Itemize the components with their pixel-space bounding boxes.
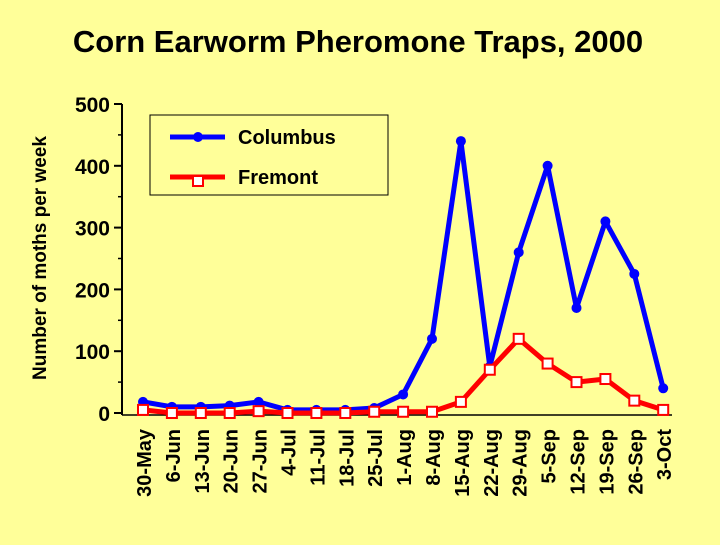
data-point — [281, 407, 294, 419]
y-tick-label: 200 — [75, 279, 110, 302]
chart-title: Corn Earworm Pheromone Traps, 2000 — [73, 24, 643, 59]
series-fremont — [137, 332, 670, 419]
y-tick-label: 300 — [75, 218, 110, 241]
data-point — [137, 403, 149, 416]
data-point — [426, 405, 438, 418]
data-point — [571, 302, 582, 313]
axes: 0 100 200 300 400 500 30-May 6-Jun 13-Jun 20-Jun 2… — [75, 94, 676, 497]
x-tick-label: 26-Sep — [625, 429, 647, 495]
x-tick-label: 22-Aug — [481, 429, 503, 497]
data-point — [310, 407, 323, 419]
data-point — [165, 407, 178, 419]
data-point — [513, 247, 524, 258]
data-point — [368, 405, 381, 418]
data-point — [398, 389, 409, 400]
data-point — [455, 136, 466, 147]
x-tick-label: 29-Aug — [510, 429, 532, 497]
data-point — [629, 268, 640, 279]
x-tick-label: 25-Jul — [365, 429, 387, 487]
legend-box — [149, 114, 389, 196]
x-tick-label: 19-Sep — [596, 429, 618, 495]
data-point — [658, 383, 669, 394]
data-point — [600, 216, 611, 227]
x-tick-label: 3-Oct — [654, 429, 676, 480]
x-tick-label: 18-Jul — [336, 429, 358, 487]
x-tick-label: 30-May — [134, 428, 156, 497]
x-tick-label: 11-Jul — [307, 429, 329, 486]
x-tick-label: 5-Sep — [539, 429, 561, 483]
y-tick-label: 400 — [75, 156, 110, 179]
legend-label: Fremont — [238, 167, 318, 189]
legend-label: Columbus — [238, 127, 336, 149]
series-line-fremont — [140, 336, 666, 416]
data-point — [512, 332, 525, 345]
legend-marker — [193, 132, 203, 142]
legend-marker — [192, 175, 204, 187]
data-point — [252, 405, 265, 418]
x-tick-label: 20-Jun — [221, 429, 243, 493]
data-point — [253, 396, 264, 407]
data-point — [397, 405, 410, 418]
data-point — [223, 407, 236, 419]
data-point — [427, 333, 437, 344]
x-tick-label: 6-Jun — [163, 429, 185, 482]
data-point — [570, 376, 583, 389]
y-tick-label: 500 — [75, 94, 110, 117]
data-point — [628, 394, 641, 407]
x-tick-label: 1-Aug — [394, 429, 416, 486]
data-point — [483, 363, 496, 376]
data-point — [339, 407, 352, 419]
data-point — [542, 160, 553, 171]
legend: Columbus Fremont — [149, 114, 389, 196]
y-tick-label: 100 — [75, 341, 110, 364]
x-tick-label: 8-Aug — [423, 429, 445, 486]
series-layer — [137, 136, 670, 419]
y-axis-label: Number of moths per week — [30, 136, 51, 380]
data-point — [454, 395, 467, 408]
y-tick-label: 0 — [98, 403, 110, 426]
x-tick-label: 4-Jul — [279, 429, 301, 476]
data-point — [541, 357, 554, 370]
x-tick-label: 12-Sep — [568, 429, 590, 495]
data-point — [599, 373, 612, 386]
data-point — [657, 403, 670, 416]
data-point — [194, 407, 207, 419]
x-tick-label: 27-Jun — [250, 429, 272, 493]
x-tick-label: 13-Jun — [192, 429, 214, 493]
x-tick-label: 15-Aug — [452, 429, 474, 497]
